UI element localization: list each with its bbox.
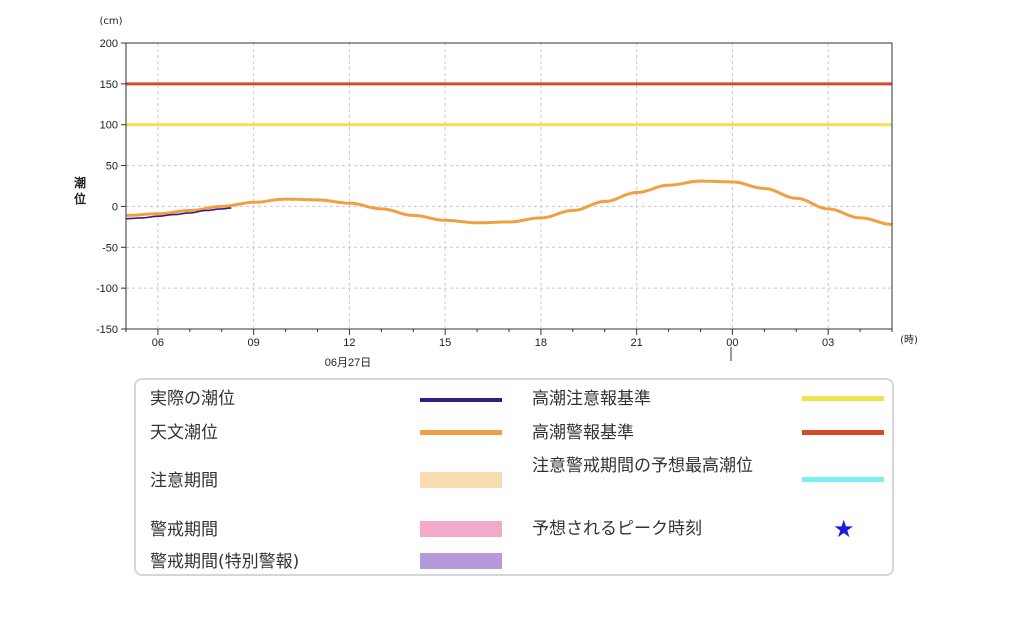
y-tick-label: 150 [100, 79, 118, 91]
legend-label-storm-surge-advisory: 高潮注意報基準 [532, 389, 651, 409]
legend-label-warning-period: 警戒期間 [150, 520, 218, 540]
legend-label-storm-surge-warning: 高潮警報基準 [532, 423, 634, 443]
peak-star-icon: ★ [833, 515, 855, 543]
legend-label-peak-time: 予想されるピーク時刻 [532, 519, 702, 539]
y-tick-label: -50 [102, 242, 118, 254]
legend-label-forecast-max: 注意警戒期間の予想最高潮位 [532, 456, 753, 476]
legend-label-special-warning-period: 警戒期間(特別警報) [150, 552, 300, 572]
y-tick-label: 100 [100, 120, 118, 132]
x-tick-label: 03 [822, 337, 834, 349]
legend-label-actual: 実際の潮位 [150, 389, 235, 409]
legend-label-caution-period: 注意期間 [150, 471, 218, 491]
legend-label-astronomical: 天文潮位 [150, 423, 218, 443]
date-label: 06月27日 [325, 357, 371, 369]
legend-line-storm-surge-advisory [802, 396, 884, 401]
y-axis-label-char-2: 位 [74, 191, 86, 206]
tide-chart: 200 150 100 50 0 -50 -100 -150 06 09 12 15 18 21 00 03… [96, 16, 918, 369]
legend-line-forecast-max [802, 477, 884, 482]
y-tick-label: 50 [106, 161, 118, 173]
legend-line-astronomical [420, 430, 502, 435]
series-lines [126, 179, 893, 226]
legend-swatch-warning-period [420, 521, 502, 537]
chart-grid [126, 42, 892, 330]
x-tick-label: 12 [343, 337, 355, 349]
x-tick-label: 09 [248, 337, 260, 349]
y-unit-label: (cm) [99, 16, 122, 27]
y-tick-label: -150 [96, 324, 118, 336]
y-tick-label: 200 [100, 38, 118, 50]
y-tick-label: 0 [112, 201, 118, 213]
x-tick-label: 00 [726, 337, 738, 349]
y-axis-ticks: 200 150 100 50 0 -50 -100 -150 [96, 38, 126, 336]
x-tick-label: 15 [439, 337, 451, 349]
legend-swatch-caution-period [420, 472, 502, 488]
x-axis-ticks: 06 09 12 15 18 21 00 03 [125, 329, 893, 349]
legend-panel: 実際の潮位 天文潮位 注意期間 警戒期間 警戒期間(特別警報) 高潮注意報基準 … [134, 378, 894, 576]
x-tick-label: 06 [152, 337, 164, 349]
x-tick-label: 21 [631, 337, 643, 349]
reference-lines [126, 82, 892, 127]
legend-line-actual [420, 398, 502, 402]
legend-line-storm-surge-warning [802, 430, 884, 435]
legend-swatch-special-warning-period [420, 553, 502, 569]
series-line-astronomical [126, 179, 893, 226]
series-line-actual [126, 207, 232, 220]
y-tick-label: -100 [96, 283, 118, 295]
x-tick-label: 18 [535, 337, 547, 349]
x-unit-label: (時) [900, 334, 918, 346]
plot-frame [125, 42, 893, 330]
y-axis-label-char-1: 潮 [74, 175, 86, 190]
y-axis-label-box: 潮 位 [74, 175, 86, 206]
